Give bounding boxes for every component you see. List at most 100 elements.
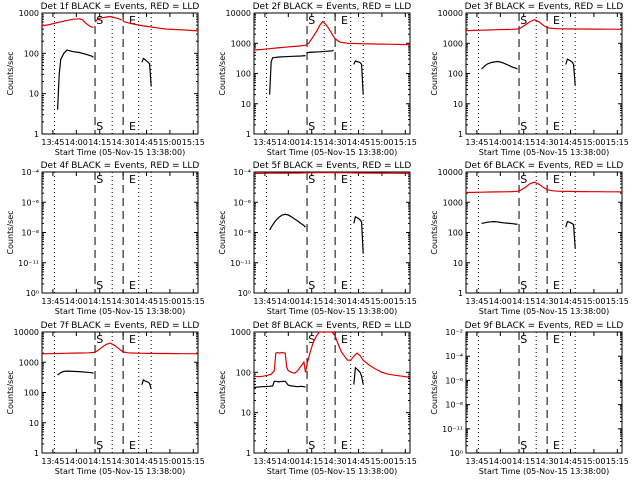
series-events-segment-1 [253,380,306,389]
x-tick-label: 13:45 [41,297,64,306]
x-tick-label: 13:45 [465,457,488,466]
y-tick-label: 10⁻⁸ [233,229,251,238]
x-tick-label: 15:15 [394,138,417,147]
marker-start: S [520,279,527,292]
marker-end: E [553,439,560,452]
marker-end: E [129,439,136,452]
y-tick-label: 10⁻⁶ [21,198,39,207]
x-tick-label: 14:15 [300,297,323,306]
marker-end: E [129,120,136,133]
y-tick-label: 10000 [226,9,251,18]
series-events-segment-1 [57,49,94,110]
y-tick-label: 10⁰ [450,449,463,458]
y-tick-label: 1000 [231,39,251,48]
x-axis-label: Start Time (05-Nov-15 13:38:00) [267,307,397,316]
y-tick-label: 10⁻² [445,328,463,337]
x-tick-label: 15:00 [370,297,393,306]
panel-title: Det 3f BLACK = Events, RED = LLD [465,2,624,12]
x-tick-label: 14:00 [489,457,512,466]
y-tick-label: 10⁻⁶ [233,198,251,207]
y-tick-label: 10 [241,409,251,418]
x-tick-label: 14:30 [536,138,559,147]
marker-start: S [308,14,315,27]
x-tick-label: 15:15 [606,297,629,306]
marker-end: E [553,120,560,133]
x-tick-label: 14:00 [489,297,512,306]
x-axis-label: Start Time (05-Nov-15 13:38:00) [267,148,397,157]
x-tick-label: 14:30 [536,457,559,466]
plot-frame [41,12,199,135]
x-tick-label: 14:00 [65,457,88,466]
series-events-segment-2 [353,366,364,385]
x-tick-label: 14:30 [112,297,135,306]
y-tick-label: 1000 [19,358,39,367]
x-tick-label: 14:30 [112,138,135,147]
x-tick-label: 14:00 [65,297,88,306]
y-tick-label: 10⁰ [238,289,251,298]
y-axis-label: Counts/sec [430,370,439,414]
x-tick-label: 15:00 [158,297,181,306]
y-tick-label: 10000 [14,328,39,337]
x-tick-label: 14:15 [88,138,111,147]
y-axis-label: Counts/sec [218,210,227,254]
series-lld-segment-1 [253,331,411,378]
panel-3: Det 3f BLACK = Events, RED = LLD 1 10 100 10… [430,2,629,157]
series-events-segment-2 [141,378,152,390]
plot-frame [465,331,623,454]
panel-7: Det 7f BLACK = Events, RED = LLD 1 10 100 10… [6,321,205,476]
plot-frame [253,171,411,294]
y-tick-label: 10⁻¹¹ [18,259,39,268]
panel-title: Det 6f BLACK = Events, RED = LLD [465,161,624,171]
panel-title: Det 8f BLACK = Events, RED = LLD [253,321,412,331]
series-lld-segment-1 [253,172,411,174]
x-tick-label: 15:15 [182,297,205,306]
marker-end: E [341,279,348,292]
y-tick-label: 100 [24,49,39,58]
marker-start: S [308,279,315,292]
x-tick-label: 13:45 [253,457,276,466]
y-tick-label: 1000 [19,9,39,18]
x-tick-label: 15:15 [182,457,205,466]
x-tick-label: 15:00 [370,138,393,147]
y-tick-label: 10000 [438,9,463,18]
panel-6: Det 6f BLACK = Events, RED = LLD 1 10 100 10… [430,161,629,316]
x-tick-label: 15:15 [394,297,417,306]
x-tick-label: 14:15 [88,457,111,466]
series-events-segment-3 [353,60,364,95]
y-tick-label: 100 [24,389,39,398]
x-axis-label: Start Time (05-Nov-15 13:38:00) [55,148,185,157]
y-axis-label: Counts/sec [430,210,439,254]
marker-end: E [341,173,348,186]
x-tick-label: 15:15 [182,138,205,147]
marker-end: E [553,173,560,186]
marker-end: E [553,279,560,292]
y-tick-label: 10 [241,100,251,109]
marker-end: E [553,333,560,346]
x-tick-label: 14:30 [112,457,135,466]
panel-title: Det 7f BLACK = Events, RED = LLD [41,321,200,331]
marker-end: E [129,173,136,186]
panel-8: Det 8f BLACK = Events, RED = LLD 1 10 100 10… [218,321,417,476]
y-tick-label: 10 [453,100,463,109]
panel-9: Det 9f BLACK = Events, RED = LLD 10⁰ 10⁻¹¹… [430,321,629,476]
y-axis-label: Counts/sec [430,51,439,95]
series-events-segment-1 [269,55,306,95]
y-axis-label: Counts/sec [6,210,15,254]
series-lld-segment-1 [253,20,411,51]
marker-start: S [96,173,103,186]
marker-start: S [308,439,315,452]
series-events-segment-2 [565,58,576,86]
x-tick-label: 13:45 [41,138,64,147]
y-tick-label: 10 [29,419,39,428]
marker-end: E [341,439,348,452]
x-tick-label: 14:45 [347,138,370,147]
x-tick-label: 15:00 [158,457,181,466]
plot-frame [465,12,623,135]
series-events-segment-1 [481,220,518,225]
y-tick-label: 1 [246,449,251,458]
x-tick-label: 14:00 [277,297,300,306]
series-lld-segment-1 [41,18,94,28]
y-axis-label: Counts/sec [6,370,15,414]
series-events-segment-2 [141,57,152,87]
